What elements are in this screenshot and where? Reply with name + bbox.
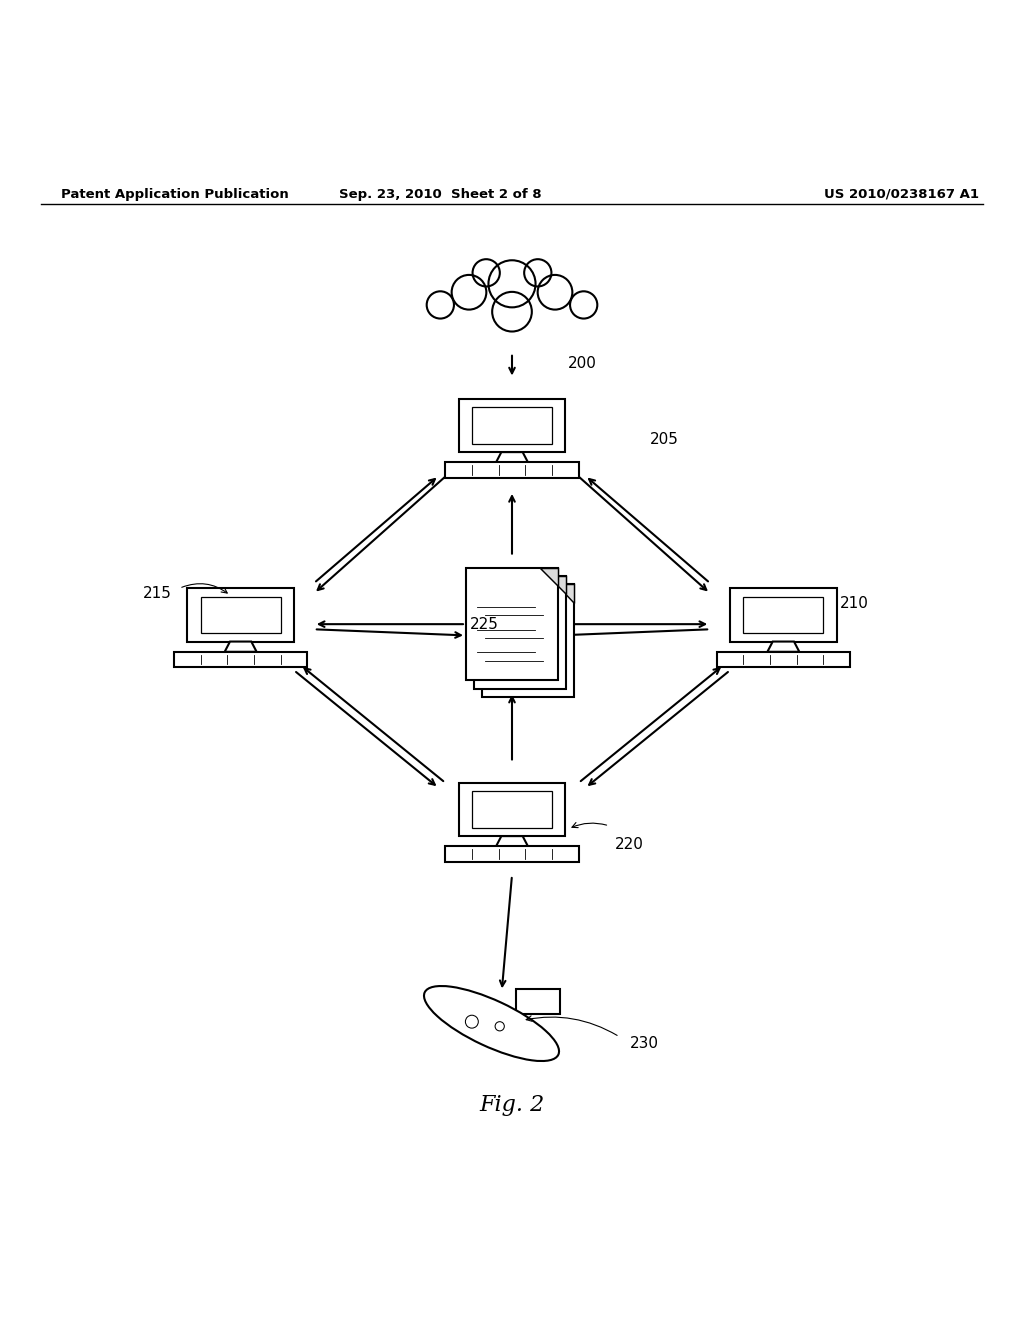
Circle shape	[452, 275, 486, 310]
Polygon shape	[496, 453, 528, 462]
Text: Patent Application Publication: Patent Application Publication	[61, 187, 289, 201]
Polygon shape	[548, 576, 566, 594]
Circle shape	[570, 292, 597, 318]
Bar	[516, 989, 560, 1014]
Bar	[730, 589, 837, 642]
Bar	[466, 568, 558, 681]
Text: 225: 225	[470, 616, 499, 632]
Circle shape	[524, 259, 552, 286]
Bar	[717, 652, 850, 667]
Polygon shape	[224, 642, 257, 652]
Text: 200: 200	[568, 355, 597, 371]
Polygon shape	[767, 642, 800, 652]
Polygon shape	[556, 585, 574, 603]
Text: Fig. 2: Fig. 2	[479, 1094, 545, 1117]
Text: 230: 230	[630, 1036, 658, 1052]
Circle shape	[538, 275, 572, 310]
Text: Sep. 23, 2010  Sheet 2 of 8: Sep. 23, 2010 Sheet 2 of 8	[339, 187, 542, 201]
Bar	[482, 585, 574, 697]
Text: 220: 220	[614, 837, 643, 851]
Bar	[201, 597, 281, 634]
Bar	[459, 783, 565, 836]
Text: 210: 210	[840, 597, 868, 611]
Bar	[743, 597, 823, 634]
Text: 215: 215	[143, 586, 172, 601]
Bar	[187, 589, 294, 642]
Circle shape	[472, 259, 500, 286]
Circle shape	[493, 292, 531, 331]
Text: 205: 205	[650, 433, 679, 447]
Bar	[472, 792, 552, 828]
Text: US 2010/0238167 A1: US 2010/0238167 A1	[823, 187, 979, 201]
Bar	[445, 462, 579, 478]
Polygon shape	[496, 836, 528, 846]
Bar	[174, 652, 307, 667]
Circle shape	[488, 260, 536, 308]
Circle shape	[427, 292, 454, 318]
Ellipse shape	[424, 986, 559, 1061]
Polygon shape	[540, 568, 558, 586]
Bar	[445, 846, 579, 862]
Bar	[472, 408, 552, 444]
Bar	[459, 399, 565, 453]
Bar	[474, 576, 566, 689]
